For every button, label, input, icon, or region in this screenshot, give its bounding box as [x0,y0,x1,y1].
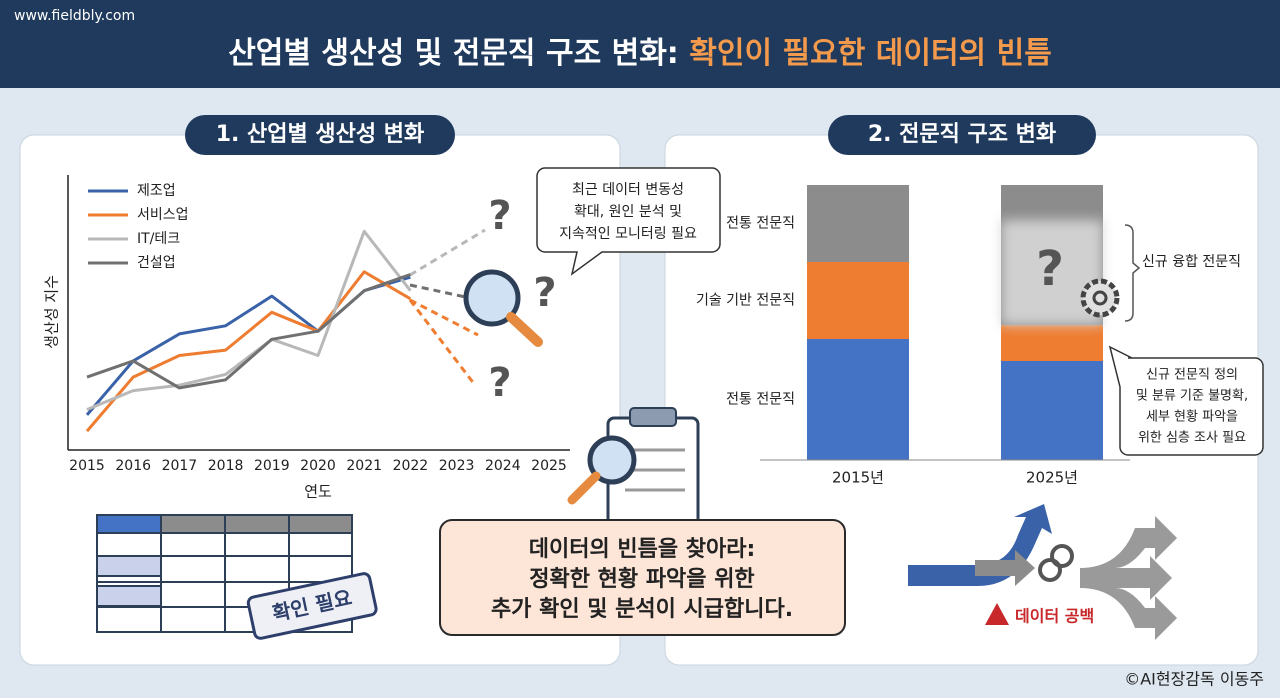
x-tick-label: 2025 [531,458,567,474]
bar-segment [807,185,909,262]
site-url: www.fieldbly.com [14,8,135,24]
bar-segment [1001,361,1103,460]
gap-arrows [908,504,1177,640]
title-accent: 확인이 필요한 데이터의 빈틈 [689,36,1052,71]
series-line [85,270,412,433]
annotation-label: 신규 융합 전문직 [1142,254,1241,270]
callout-text: 및 분류 기준 불명확, [1136,389,1248,404]
section-title: 1. 산업별 생산성 변화 [216,122,425,147]
callout-text: 지속적인 모니터링 필요 [559,226,697,242]
page-title: 산업별 생산성 및 전문직 구조 변화: 확인이 필요한 데이터의 빈틈 [228,36,1052,71]
gap-label: 데이터 공백 [1015,607,1094,626]
x-tick-label: 2017 [162,458,198,474]
y-axis-label: 생산성 지수 [43,275,61,349]
callout-text: 최근 데이터 변동성 [572,182,684,198]
x-tick-label: 2022 [393,458,429,474]
blur-overlay [1001,220,1103,326]
header-bar [0,0,1280,88]
x-axis-label: 연도 [304,483,332,501]
x-tick-label: 2018 [208,458,244,474]
series-line [86,273,411,390]
x-tick-label: 2024 [485,458,521,474]
legend-label: 서비스업 [137,207,189,223]
question-mark: ? [488,193,511,239]
message-line: 정확한 현황 파악을 위한 [529,567,754,592]
question-mark: ? [1036,241,1064,297]
bracket [1124,224,1141,322]
gear-hub [1092,290,1108,306]
callout-bubble [1108,345,1264,456]
x-tick-label: 2019 [254,458,290,474]
segment-label: 전통 전문직 [726,216,795,232]
magnifier-icon [463,269,543,347]
callout-bubble [536,167,721,276]
x-tick-label: 2015년 [832,469,884,487]
projection-lines [408,228,486,386]
x-tick-label: 2025년 [1026,469,1078,487]
footer: ©AI현장감독 이동주 [1124,670,1264,689]
series-line [86,229,412,411]
section-pill [185,115,455,155]
x-tick-label: 2023 [439,458,475,474]
bar-segment [807,339,909,460]
bar-segment [1001,325,1103,361]
question-mark: ? [488,360,511,406]
stamp: 확인 필요 [246,572,378,640]
legend-label: IT/테크 [137,231,180,247]
callout-text: 확대, 원인 분석 및 [574,204,682,220]
segment-label: 기술 기반 전문직 [696,293,795,309]
title-main: 산업별 생산성 및 전문직 구조 변화: [228,36,679,71]
legend-label: 제조업 [137,183,176,199]
gear-icon [1080,278,1120,318]
callout-text: 위한 심층 조사 필요 [1138,431,1246,446]
segment-label: 전통 전문직 [726,392,795,408]
x-tick-label: 2021 [346,458,382,474]
x-tick-label: 2020 [300,458,336,474]
section-pill [828,115,1096,155]
message-line: 추가 확인 및 분석이 시급합니다. [491,596,793,622]
x-tick-label: 2015 [69,458,105,474]
question-mark: ? [533,270,556,316]
bar-segment [807,262,909,339]
x-tick-label: 2016 [115,458,151,474]
message-box [439,519,846,636]
section-title: 2. 전문직 구조 변화 [868,122,1056,147]
message-line: 데이터의 빈틈을 찾아라: [529,537,756,562]
legend-label: 건설업 [137,255,176,271]
clipboard-icon [567,407,700,530]
callout-text: 세부 현황 파악을 [1146,410,1238,425]
callout-text: 신규 전문직 정의 [1146,368,1238,383]
